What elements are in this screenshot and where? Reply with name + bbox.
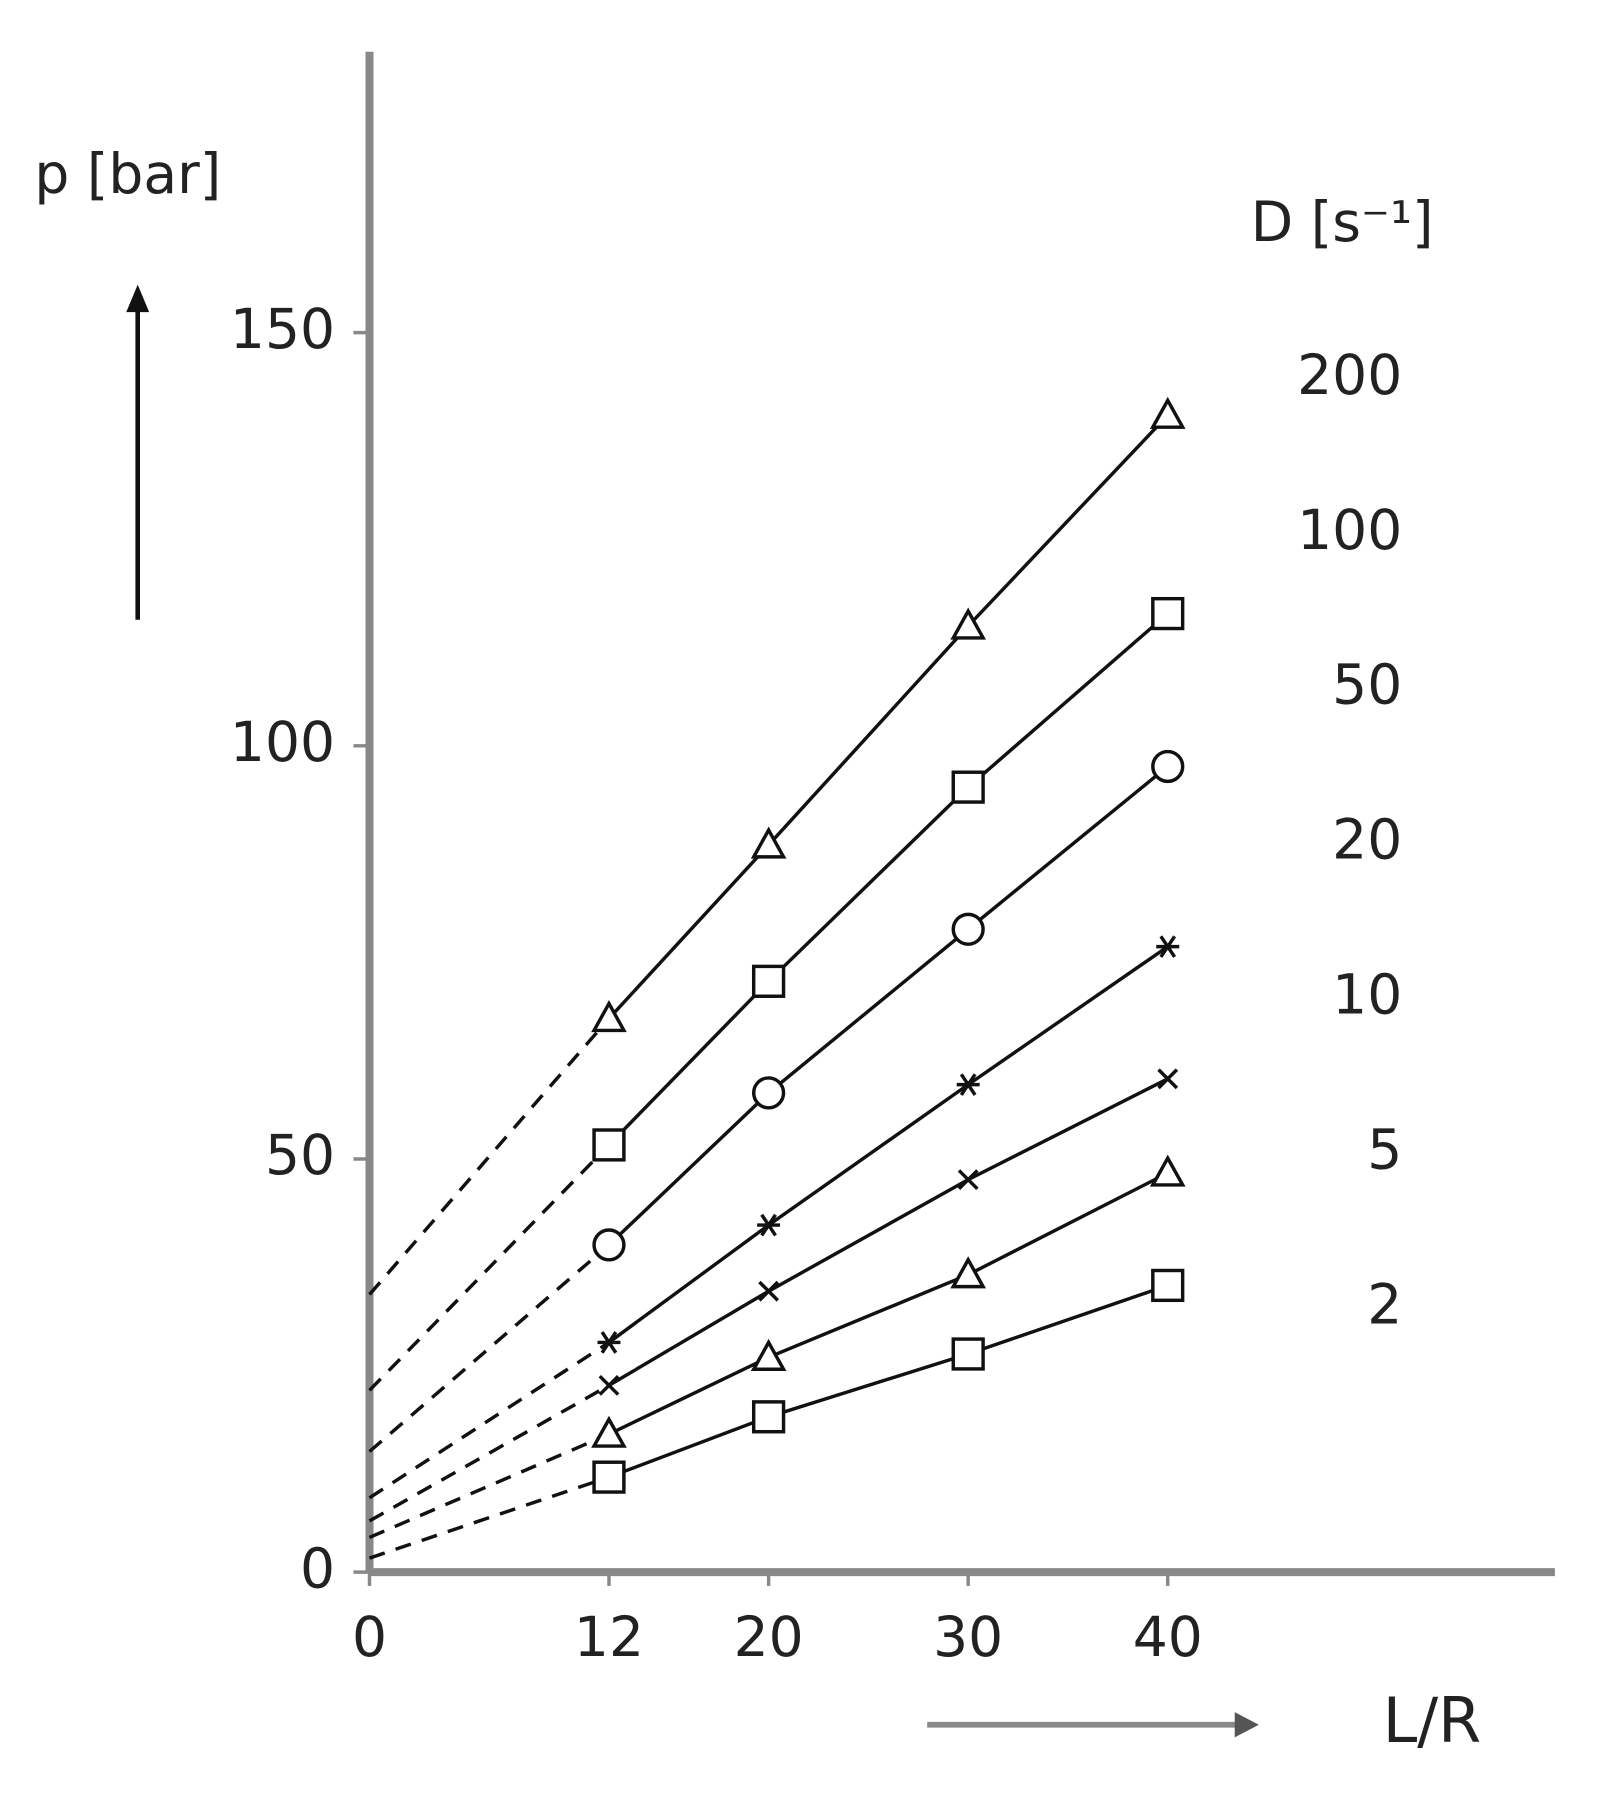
y-tick-label: 100 <box>230 710 335 774</box>
x-arrowhead <box>1234 1712 1259 1738</box>
marker <box>751 1076 786 1110</box>
marker <box>591 1000 627 1033</box>
marker <box>1156 935 1180 958</box>
legend-label: 50 <box>1332 653 1402 717</box>
extrapolation-line <box>368 1475 610 1560</box>
marker <box>950 1256 987 1289</box>
y-tick-label: 50 <box>265 1123 335 1187</box>
extrapolation-line <box>368 1243 611 1453</box>
series-line <box>608 1171 1169 1436</box>
marker <box>1149 396 1186 429</box>
marker <box>1157 1068 1179 1090</box>
x-tick-label: 40 <box>1133 1605 1203 1669</box>
marker <box>751 964 786 998</box>
x-tick-label: 0 <box>352 1605 387 1669</box>
series-line <box>608 1283 1169 1479</box>
marker <box>758 1280 780 1302</box>
marker <box>951 770 985 804</box>
marker <box>598 1375 620 1396</box>
marker <box>592 1460 626 1494</box>
marker <box>951 912 985 946</box>
series-line <box>608 1077 1169 1387</box>
marker <box>750 1338 787 1371</box>
x-tick-label: 20 <box>734 1605 804 1669</box>
marker <box>592 1128 626 1162</box>
marker <box>591 1415 627 1448</box>
x-tick-label: 30 <box>933 1605 1003 1669</box>
marker <box>1151 596 1185 631</box>
legend-label: 20 <box>1332 808 1402 872</box>
marker <box>956 1073 980 1096</box>
x-axis-label: L/R <box>1383 1684 1481 1757</box>
y-arrowhead <box>126 284 150 313</box>
legend-label: 200 <box>1297 343 1402 407</box>
marker <box>951 1337 985 1371</box>
extrapolation-line <box>368 1340 610 1500</box>
x-tick-label: 12 <box>574 1605 644 1669</box>
marker <box>957 1169 979 1191</box>
extrapolation-line <box>368 1143 611 1392</box>
marker <box>597 1331 621 1354</box>
marker <box>592 1228 626 1262</box>
y-tick-label: 150 <box>230 297 335 361</box>
marker <box>1151 749 1185 784</box>
legend-label: 2 <box>1367 1272 1402 1336</box>
y-axis-label: p [bar] <box>34 142 221 206</box>
extrapolation-line <box>368 1017 611 1296</box>
series-line <box>607 612 1169 1147</box>
marker <box>950 607 987 640</box>
marker <box>1149 1154 1186 1187</box>
legend-label: 100 <box>1297 498 1402 562</box>
marker <box>750 826 787 859</box>
marker <box>757 1213 781 1237</box>
marker <box>1151 1268 1185 1303</box>
extrapolation-line <box>368 1383 610 1523</box>
y-tick-label: 0 <box>300 1536 335 1600</box>
series-line <box>607 414 1169 1020</box>
legend-label: 10 <box>1332 963 1402 1027</box>
series-line <box>607 765 1169 1247</box>
legend-label: 5 <box>1367 1117 1402 1181</box>
series-line <box>607 945 1169 1344</box>
extrapolation-line <box>368 1432 610 1540</box>
legend-title: D [s⁻¹] <box>1251 190 1434 254</box>
marker <box>751 1400 786 1434</box>
